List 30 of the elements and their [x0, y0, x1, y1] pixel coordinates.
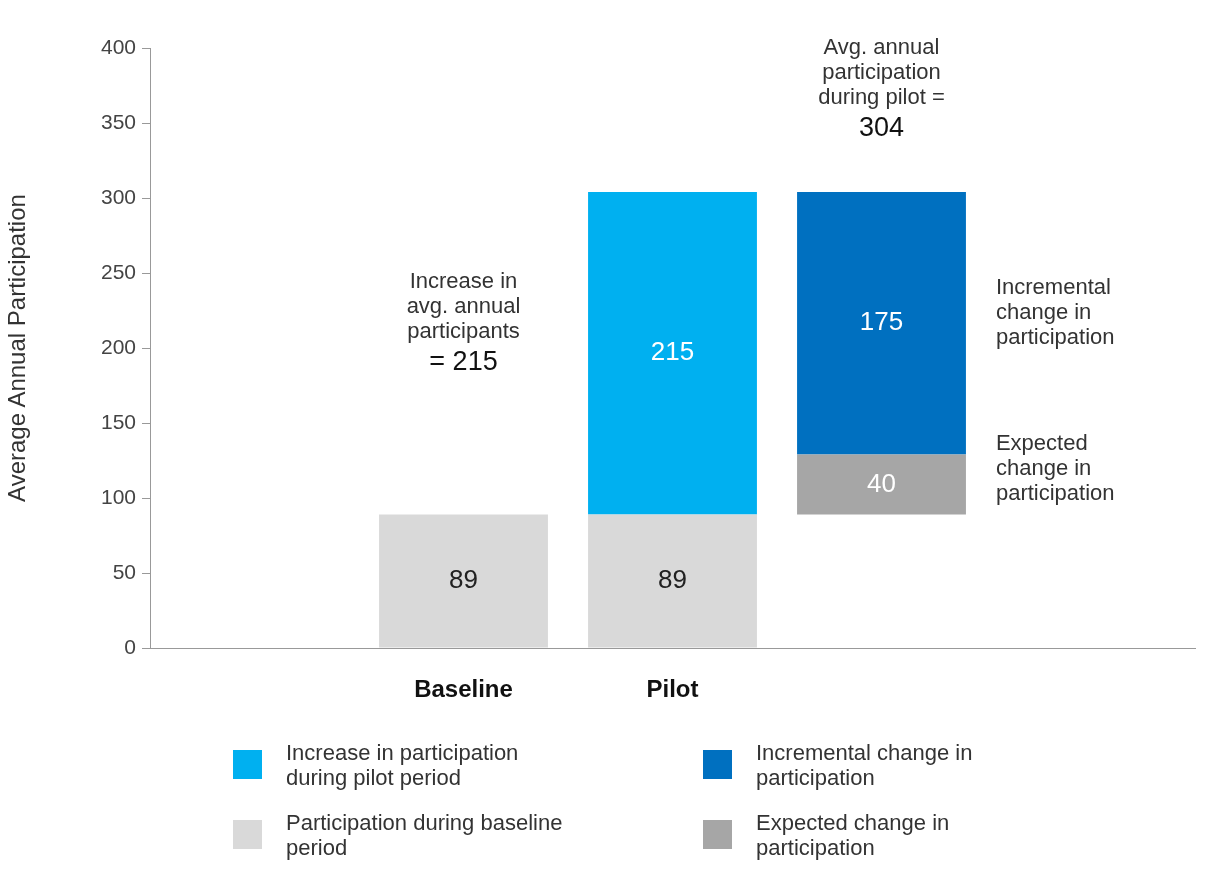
- y-axis-title: Average Annual Participation: [3, 194, 31, 502]
- bar: [588, 514, 757, 648]
- y-tick-label: 150: [100, 409, 136, 433]
- data-label: 89: [658, 564, 687, 595]
- y-tick-label: 100: [100, 484, 136, 508]
- data-label: 40: [867, 467, 896, 498]
- data-label: 89: [449, 564, 478, 595]
- bar: [379, 514, 548, 648]
- y-tick-label: 300: [100, 184, 136, 208]
- y-tick-label: 0: [124, 634, 136, 658]
- annotation: Avg. annual participation during pilot = 304: [818, 34, 945, 143]
- x-tick-label: Baseline: [414, 675, 513, 703]
- bar: [588, 192, 757, 515]
- data-label: 215: [650, 336, 695, 367]
- y-tick-label: 350: [100, 109, 136, 133]
- y-tick-label: 250: [100, 259, 136, 283]
- bar: [797, 454, 966, 515]
- y-tick-label: 200: [100, 334, 136, 358]
- y-tick-label: 400: [100, 34, 136, 58]
- x-tick-label: Pilot: [646, 675, 699, 703]
- annotation: Increase in avg. annual participants = 215: [406, 268, 521, 377]
- annotation: Incremental change in participation: [995, 274, 1115, 350]
- y-tick-label: 50: [112, 559, 136, 583]
- bar: [797, 192, 966, 455]
- annotation: Expected change in participation: [995, 430, 1115, 506]
- legend-label: Increase in participation during pilot period: [286, 740, 520, 790]
- legend-label: Expected change in participation: [756, 810, 951, 860]
- legend-label: Incremental change in participation: [756, 740, 974, 790]
- data-label: 175: [859, 306, 904, 337]
- legend-label: Participation during baseline period: [286, 810, 564, 860]
